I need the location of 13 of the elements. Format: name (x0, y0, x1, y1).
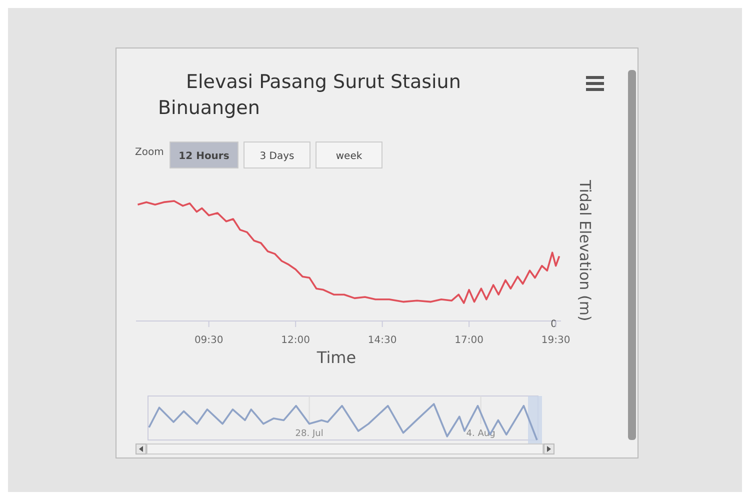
x-tick-label: 14:30 (368, 335, 397, 346)
text: 12 Hours (178, 151, 230, 162)
x-tick-label: 28. Jul (295, 429, 324, 439)
text: week (336, 151, 362, 162)
x-axis-title: Time (316, 348, 356, 367)
x-tick-label: 19:30 (541, 335, 570, 346)
y-axis-title: Tidal Elevation (m) (576, 179, 594, 322)
text: 3 Days (260, 151, 294, 162)
text: Zoom (135, 147, 164, 158)
x-tick-label: 12:00 (281, 335, 310, 346)
x-tick-label: 17:00 (454, 335, 484, 346)
x-tick-label: 09:30 (194, 335, 224, 346)
chart-title: Elevasi Pasang Surut Stasiun Binuangen (158, 71, 461, 119)
